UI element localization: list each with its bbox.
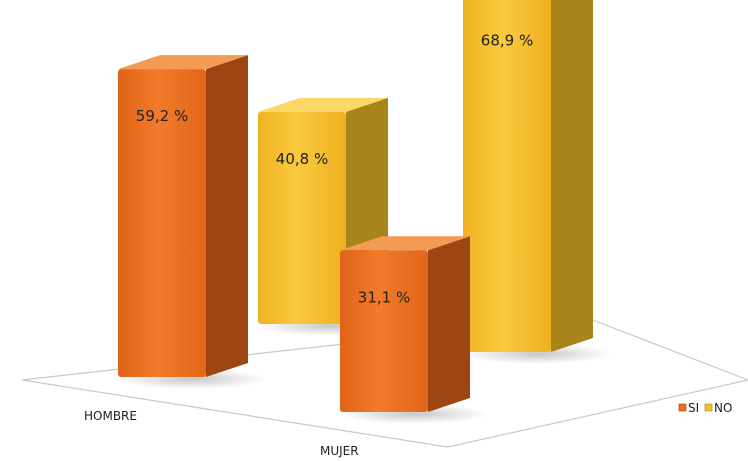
- bar-front-face: [463, 0, 551, 352]
- bar-front-face: [258, 111, 346, 324]
- data-label-no-hombre: 40,8 %: [276, 150, 328, 168]
- bar-side-face: [206, 55, 248, 377]
- data-label-si-hombre: 59,2 %: [136, 107, 188, 125]
- bar-top-face: [340, 236, 470, 251]
- bar-no-mujer: 68,9 %: [462, 0, 612, 364]
- bar-top-face: [118, 55, 248, 70]
- category-label-mujer: MUJER: [320, 444, 359, 458]
- data-label-si-mujer: 31,1 %: [358, 288, 410, 306]
- legend-label-no: NO: [714, 401, 732, 415]
- legend: SI NO: [678, 401, 732, 415]
- bar-side-face: [551, 0, 593, 352]
- data-label-no-mujer: 68,9 %: [481, 32, 533, 50]
- legend-swatch-no: [704, 403, 713, 412]
- bar-top-face: [258, 97, 388, 112]
- bar-side-face: [428, 236, 470, 412]
- legend-swatch-si: [678, 403, 687, 412]
- bars-group: 40,8 % 68,9 % 59,2 % 31,1 %: [117, 0, 612, 424]
- bar-front-face: [340, 250, 428, 412]
- bar-si-mujer: 31,1 %: [339, 236, 489, 424]
- bar-front-face: [118, 69, 206, 377]
- legend-label-si: SI: [688, 401, 699, 415]
- category-label-hombre: HOMBRE: [84, 409, 137, 423]
- bar-si-hombre: 59,2 %: [117, 55, 267, 389]
